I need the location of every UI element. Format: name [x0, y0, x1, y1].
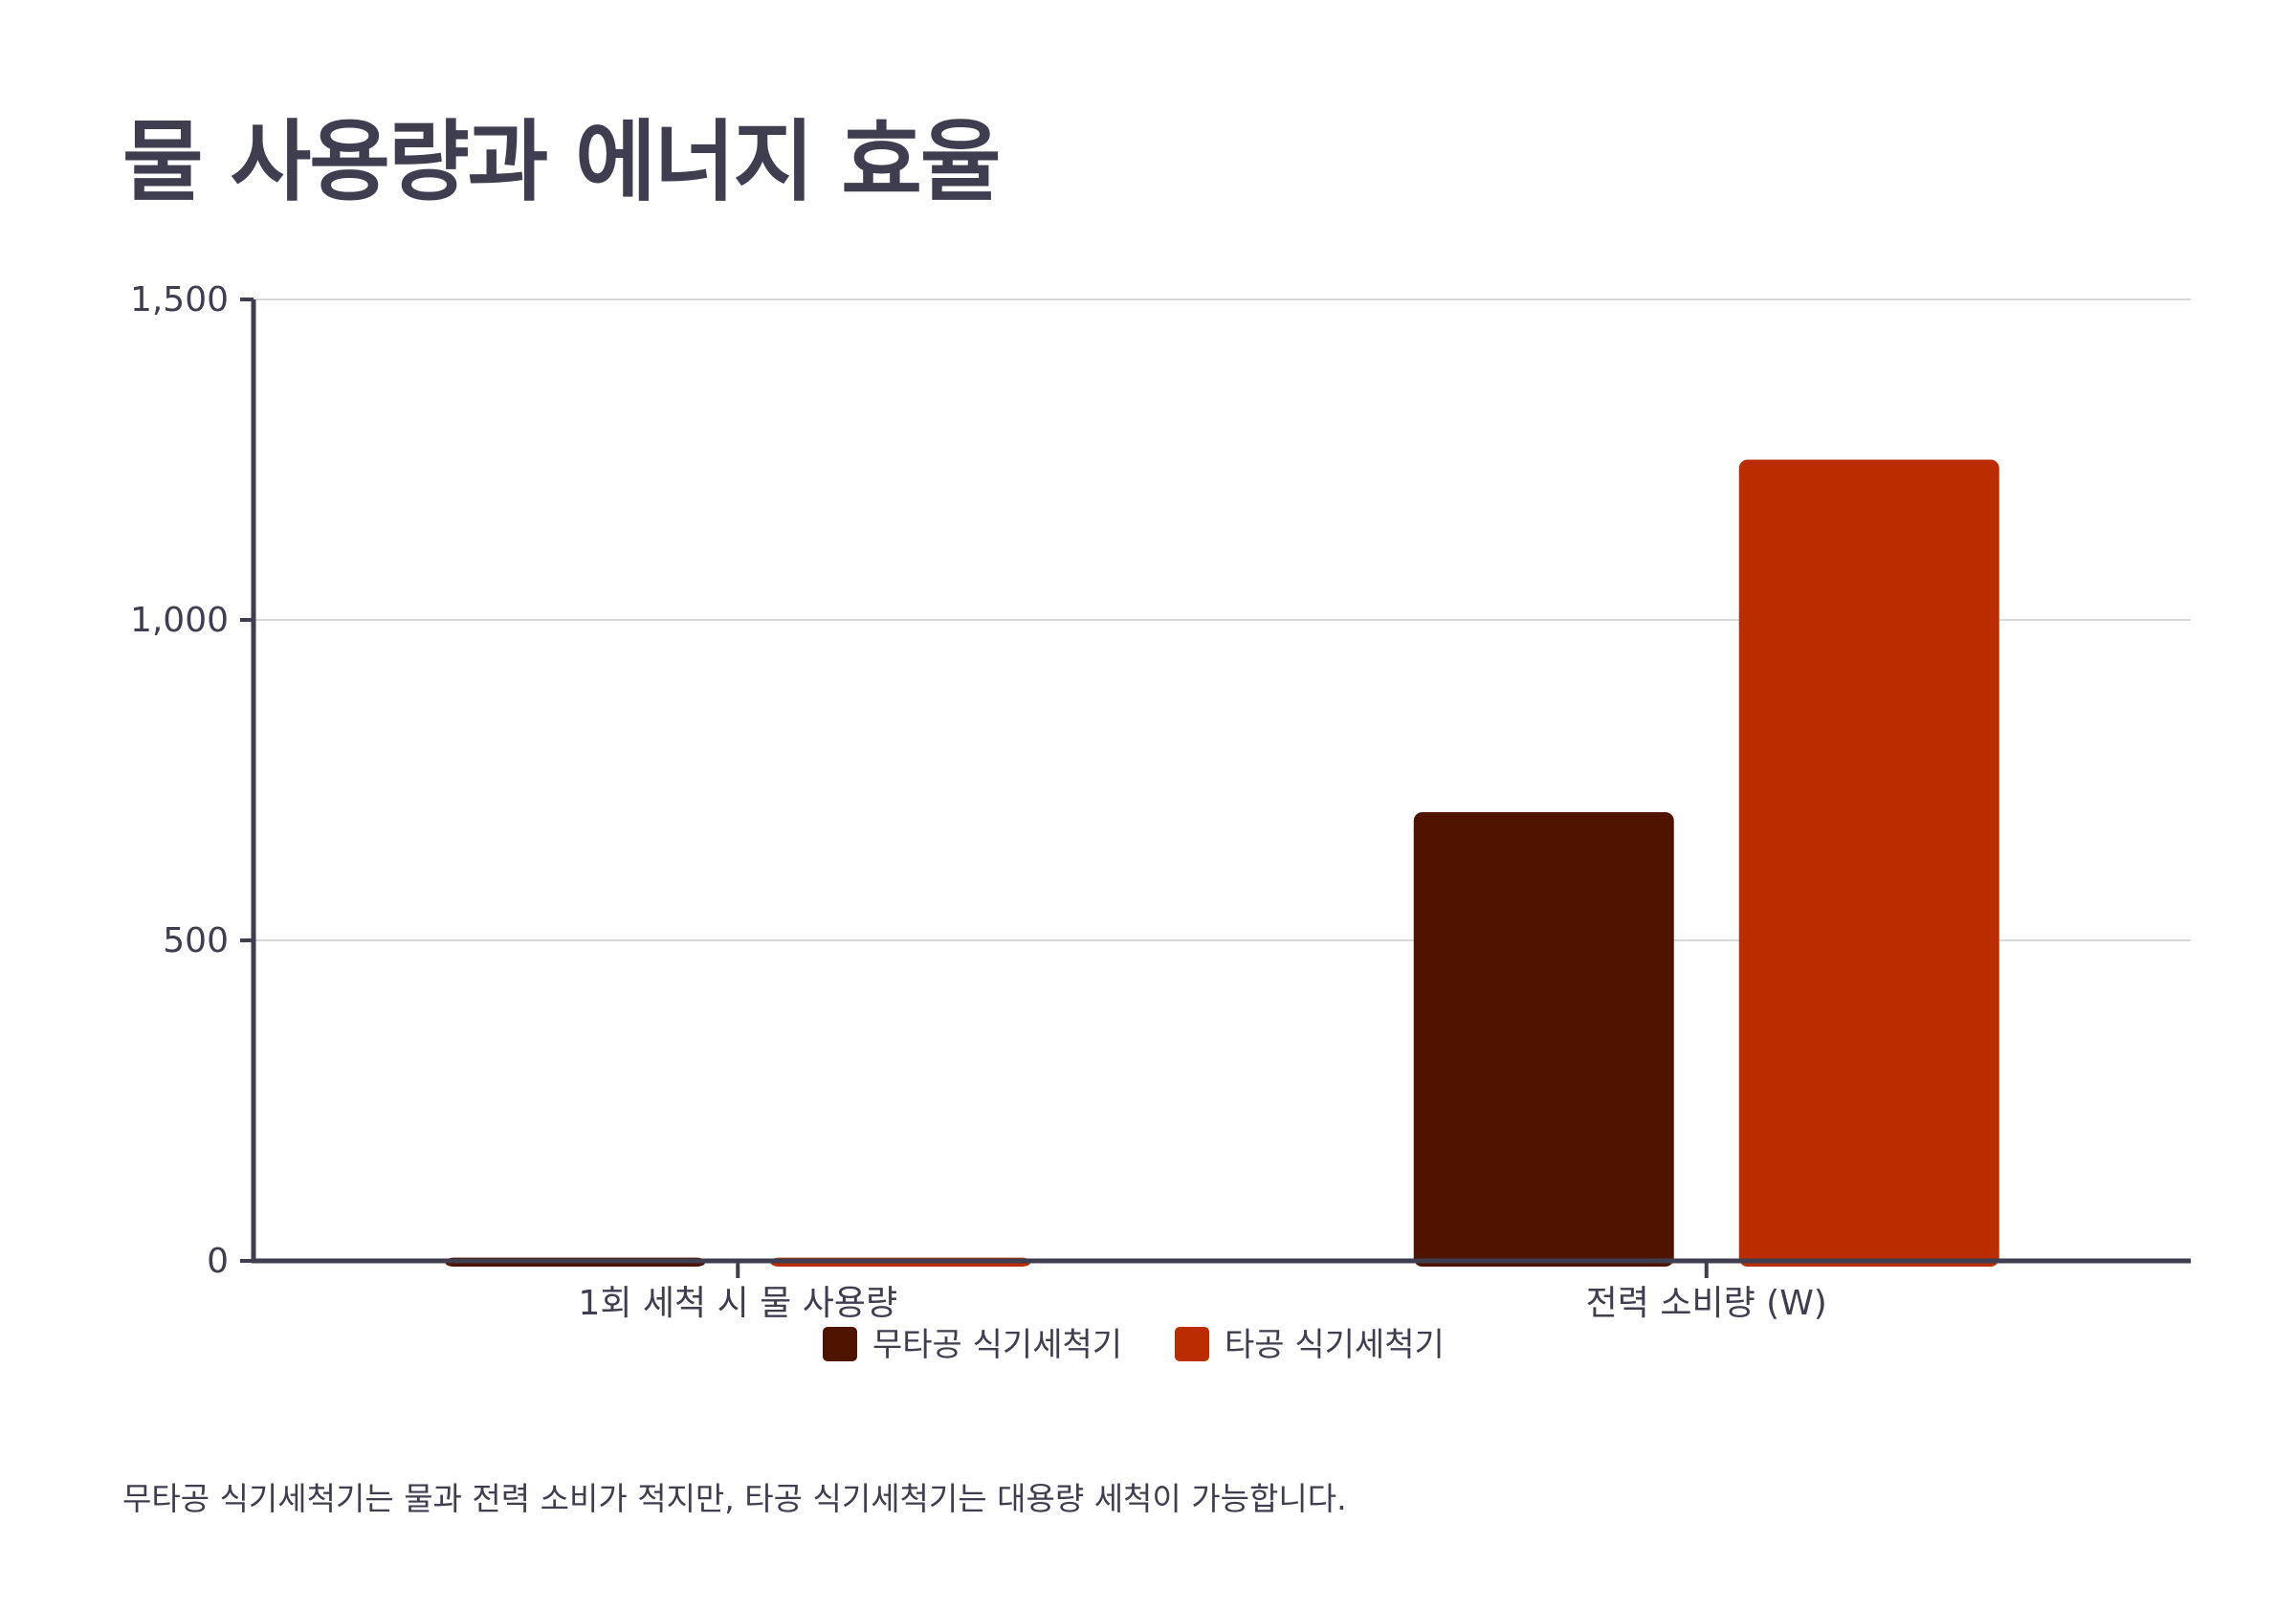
legend: 무타공 식기세척기 타공 식기세척기: [823, 1326, 1445, 1364]
axes: [240, 298, 2191, 1278]
y-tick-label: 1,500: [130, 280, 229, 320]
page-title: 물 사용량과 에너지 효율: [122, 111, 1001, 213]
x-tick-label: 전력 소비량 (W): [1586, 1284, 1827, 1323]
bar: [1738, 459, 1999, 1267]
y-tick-label: 0: [207, 1242, 229, 1281]
x-tick-label: 1회 세척 시 물 사용량: [578, 1284, 897, 1323]
y-tick-label: 1,000: [130, 601, 229, 640]
legend-swatch: [823, 1327, 857, 1361]
bar-chart: 0 500 1,000 1,500 1회 세척 시 물 사용량 전력 소비량 (W) 무타…: [130, 280, 2191, 1364]
legend-label: 타공 식기세척기: [1225, 1326, 1445, 1364]
tick-labels: 0 500 1,000 1,500 1회 세척 시 물 사용량 전력 소비량 (W): [130, 280, 1827, 1323]
bar: [1413, 812, 1674, 1267]
chart-footnote: 무타공 식기세척기는 물과 전력 소비가 적지만, 타공 식기세척기는 대용량 …: [122, 1480, 1347, 1517]
bars: [445, 459, 1999, 1267]
y-tick-label: 500: [163, 921, 229, 960]
legend-label: 무타공 식기세척기: [872, 1326, 1122, 1364]
legend-swatch: [1175, 1327, 1209, 1361]
